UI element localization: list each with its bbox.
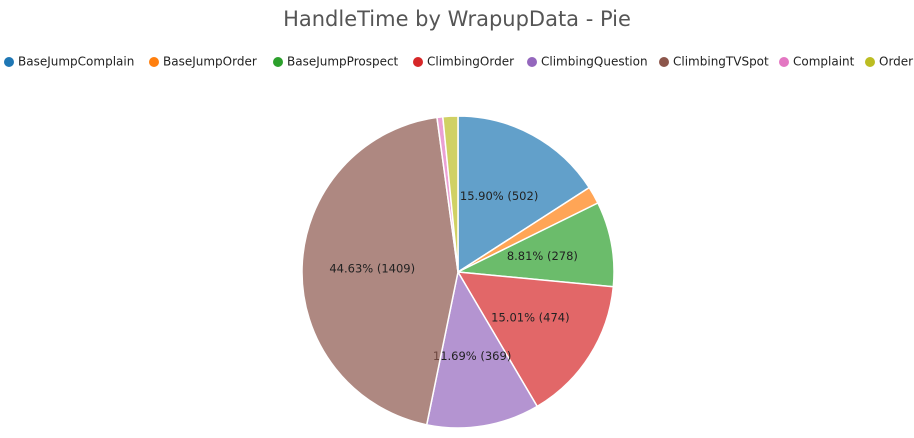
legend-marker (659, 57, 669, 67)
pie-slice (457, 115, 591, 274)
legend-marker (779, 57, 789, 67)
legend-label: Complaint (793, 55, 855, 69)
value-label: 15.01% (474) (491, 311, 569, 325)
pie-slice (441, 115, 459, 273)
legend-marker (4, 57, 14, 67)
value-label: 8.81% (278) (507, 249, 578, 263)
value-label: 11.69% (369) (433, 349, 511, 363)
value-label: 15.90% (502) (460, 189, 538, 203)
value-label: 44.63% (1409) (329, 262, 415, 276)
pie-slice (301, 116, 459, 426)
legend-label: BaseJumpComplain (18, 55, 134, 69)
legend-marker (273, 57, 283, 67)
legend-label: ClimbingQuestion (541, 55, 648, 69)
legend-label: BaseJumpProspect (287, 55, 399, 69)
legend-label: BaseJumpOrder (163, 55, 257, 69)
pie-slice (456, 271, 615, 408)
chart-title: HandleTime by WrapupData - Pie (283, 7, 631, 31)
legend-label: Order (879, 55, 913, 69)
legend-marker (413, 57, 423, 67)
pie-slice (425, 269, 539, 429)
legend-marker (865, 57, 875, 67)
legend-label: ClimbingOrder (427, 55, 514, 69)
pie-slice (455, 201, 615, 288)
legend-marker (527, 57, 537, 67)
legend-label: ClimbingTVSpot (673, 55, 769, 69)
legend-marker (149, 57, 159, 67)
